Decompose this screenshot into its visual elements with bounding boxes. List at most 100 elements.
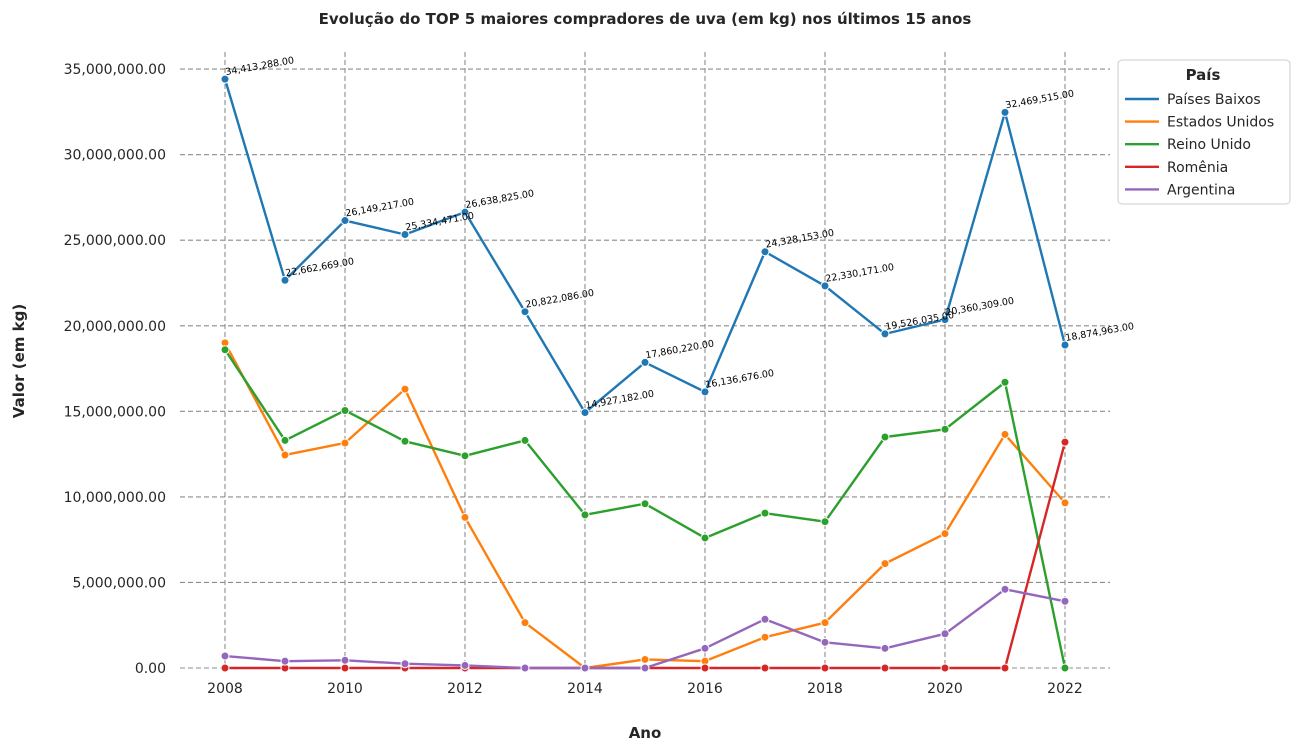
data-label-2014: 14,927,182.00 — [585, 389, 655, 412]
legend-title: País — [1186, 66, 1221, 84]
series-layer — [220, 74, 1070, 673]
point-argentina-2015 — [640, 663, 650, 673]
data-label-2011: 25,334,471.00 — [405, 211, 475, 234]
data-label-2010: 26,149,217.00 — [345, 197, 415, 220]
data-label-2008: 34,413,288.00 — [225, 55, 295, 78]
point-estados-unidos-2013 — [520, 618, 530, 628]
point-reino-unido-2018 — [820, 517, 830, 527]
point-reino-unido-2015 — [640, 499, 650, 509]
legend-label-2: Reino Unido — [1167, 137, 1251, 153]
point-paises-baixos-2022 — [1060, 340, 1070, 350]
data-label-2022: 18,874,963.00 — [1065, 321, 1135, 344]
y-tick-label-2: 10,000,000.00 — [64, 490, 166, 506]
chart-title: Evolução do TOP 5 maiores compradores de… — [319, 10, 972, 28]
point-argentina-2020 — [940, 629, 950, 639]
point-paises-baixos-2014 — [580, 408, 590, 418]
point-reino-unido-2020 — [940, 424, 950, 434]
point-argentina-2021 — [1000, 584, 1010, 594]
point-paises-baixos-2019 — [880, 329, 890, 339]
point-estados-unidos-2017 — [760, 632, 770, 642]
point-romenia-2010 — [340, 663, 350, 673]
point-reino-unido-2017 — [760, 508, 770, 518]
data-label-2013: 20,822,086.00 — [525, 288, 595, 311]
point-argentina-2011 — [400, 659, 410, 669]
legend-label-4: Argentina — [1167, 182, 1235, 198]
point-paises-baixos-2015 — [640, 357, 650, 367]
point-romenia-2018 — [820, 663, 830, 673]
series-paises-baixos — [220, 74, 1070, 418]
point-argentina-2012 — [460, 660, 470, 670]
point-paises-baixos-2016 — [700, 387, 710, 397]
y-axis-label: Valor (em kg) — [10, 304, 28, 418]
y-tick-label-4: 20,000,000.00 — [64, 319, 166, 335]
point-reino-unido-2014 — [580, 510, 590, 520]
point-argentina-2022 — [1060, 596, 1070, 606]
x-tick-label-0: 2008 — [207, 681, 243, 697]
point-paises-baixos-2020 — [940, 315, 950, 325]
point-estados-unidos-2011 — [400, 384, 410, 394]
point-reino-unido-2013 — [520, 435, 530, 445]
point-romenia-2008 — [220, 663, 230, 673]
point-reino-unido-2022 — [1060, 663, 1070, 673]
data-label-2019: 19,526,035.00 — [885, 310, 955, 333]
point-romenia-2017 — [760, 663, 770, 673]
point-argentina-2013 — [520, 663, 530, 673]
point-romenia-2016 — [700, 663, 710, 673]
data-label-2018: 22,330,171.00 — [825, 262, 895, 285]
point-argentina-2016 — [700, 643, 710, 653]
point-reino-unido-2012 — [460, 451, 470, 461]
y-tick-label-5: 25,000,000.00 — [64, 233, 166, 249]
point-romenia-2020 — [940, 663, 950, 673]
y-tick-label-3: 15,000,000.00 — [64, 404, 166, 420]
point-argentina-2008 — [220, 651, 230, 661]
point-paises-baixos-2009 — [280, 275, 290, 285]
point-paises-baixos-2011 — [400, 229, 410, 239]
point-reino-unido-2008 — [220, 345, 230, 355]
series-reino-unido — [220, 345, 1070, 673]
point-reino-unido-2010 — [340, 405, 350, 415]
point-estados-unidos-2021 — [1000, 429, 1010, 439]
x-tick-label-1: 2010 — [327, 681, 363, 697]
grid-layer — [180, 52, 1110, 669]
point-paises-baixos-2013 — [520, 307, 530, 317]
y-tick-label-7: 35,000,000.00 — [64, 62, 166, 78]
data-label-2021: 32,469,515.00 — [1005, 88, 1075, 111]
x-tick-label-7: 2022 — [1047, 681, 1083, 697]
point-argentina-2014 — [580, 663, 590, 673]
point-estados-unidos-2009 — [280, 450, 290, 460]
point-paises-baixos-2008 — [220, 74, 230, 84]
point-paises-baixos-2010 — [340, 216, 350, 226]
data-label-2009: 22,662,669.00 — [285, 256, 355, 279]
point-estados-unidos-2022 — [1060, 498, 1070, 508]
point-argentina-2009 — [280, 656, 290, 666]
point-estados-unidos-2020 — [940, 529, 950, 539]
y-axis-ticks: 0.00 5,000,000.00 10,000,000.00 15,000,000.… — [64, 62, 166, 677]
data-label-2017: 24,328,153.00 — [765, 228, 835, 251]
point-argentina-2019 — [880, 643, 890, 653]
data-label-2016: 16,136,676.00 — [705, 368, 775, 391]
legend-label-0: Países Baixos — [1167, 92, 1261, 108]
y-tick-label-1: 5,000,000.00 — [72, 575, 166, 591]
series-argentina — [220, 584, 1070, 673]
point-paises-baixos-2012 — [460, 207, 470, 217]
point-reino-unido-2021 — [1000, 377, 1010, 387]
point-estados-unidos-2015 — [640, 654, 650, 664]
x-tick-label-4: 2016 — [687, 681, 723, 697]
point-reino-unido-2016 — [700, 533, 710, 543]
legend-label-1: Estados Unidos — [1167, 115, 1274, 131]
point-estados-unidos-2018 — [820, 618, 830, 628]
x-tick-label-3: 2014 — [567, 681, 603, 697]
point-romenia-2022 — [1060, 437, 1070, 447]
data-labels: 34,413,288.0022,662,669.0026,149,217.002… — [225, 55, 1135, 411]
point-reino-unido-2009 — [280, 435, 290, 445]
legend-items: Países Baixos Estados Unidos Reino Unido Ro… — [1125, 92, 1274, 198]
point-argentina-2010 — [340, 655, 350, 665]
point-estados-unidos-2019 — [880, 559, 890, 569]
point-reino-unido-2011 — [400, 436, 410, 446]
point-argentina-2018 — [820, 637, 830, 647]
point-paises-baixos-2017 — [760, 247, 770, 257]
point-romenia-2021 — [1000, 663, 1010, 673]
y-tick-label-6: 30,000,000.00 — [64, 148, 166, 164]
y-tick-label-0: 0.00 — [135, 661, 166, 677]
